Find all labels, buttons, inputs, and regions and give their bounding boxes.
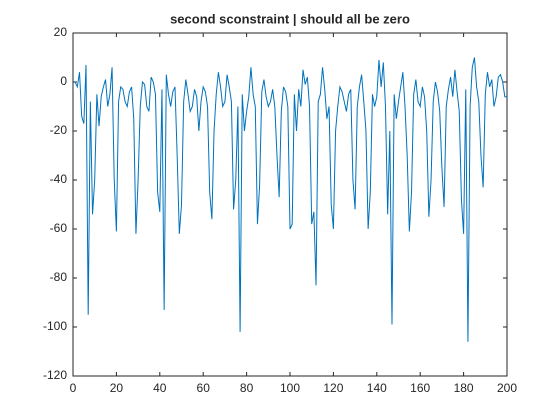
x-tick-label: 80 xyxy=(240,381,254,395)
y-tick-label: -100 xyxy=(43,319,67,333)
y-tick-label: -60 xyxy=(50,221,68,235)
y-tick-label: 0 xyxy=(60,74,67,88)
x-tick-label: 40 xyxy=(153,381,167,395)
x-tick-label: 0 xyxy=(70,381,77,395)
y-tick-label: -80 xyxy=(50,270,68,284)
chart-title: second sconstraint | should all be zero xyxy=(170,11,410,26)
x-tick-label: 20 xyxy=(110,381,124,395)
x-tick-label: 160 xyxy=(410,381,430,395)
y-tick-label: -40 xyxy=(50,172,68,186)
x-tick-label: 140 xyxy=(367,381,387,395)
y-tick-label: -120 xyxy=(43,368,67,382)
y-tick-label: -20 xyxy=(50,123,68,137)
x-tick-label: 180 xyxy=(454,381,474,395)
x-tick-label: 120 xyxy=(323,381,343,395)
x-tick-label: 60 xyxy=(197,381,211,395)
x-tick-label: 200 xyxy=(497,381,517,395)
data-line xyxy=(74,57,507,342)
y-tick-label: 20 xyxy=(54,25,68,39)
x-tick-label: 100 xyxy=(280,381,300,395)
